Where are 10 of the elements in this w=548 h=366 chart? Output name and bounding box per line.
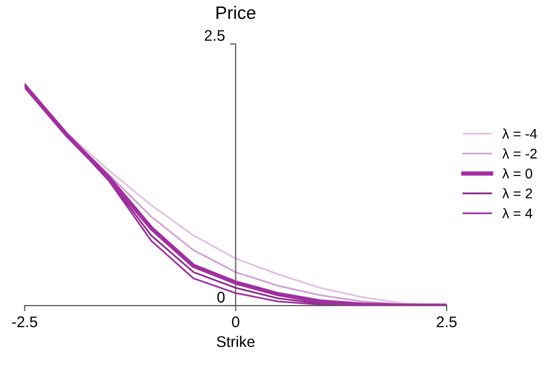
legend-label: λ = 4 — [502, 208, 532, 218]
legend-label: λ = -2 — [502, 148, 537, 158]
legend-label: λ = 2 — [502, 188, 532, 198]
x-axis-title: Strike — [216, 336, 254, 348]
legend-label: λ = 0 — [502, 168, 532, 178]
x-tick-label: 2.5 — [436, 316, 457, 328]
x-tick-label: 0 — [232, 316, 240, 328]
chart-title: Price — [216, 6, 256, 20]
x-tick-label: -2.5 — [12, 316, 38, 328]
legend-label: λ = -4 — [502, 128, 537, 139]
